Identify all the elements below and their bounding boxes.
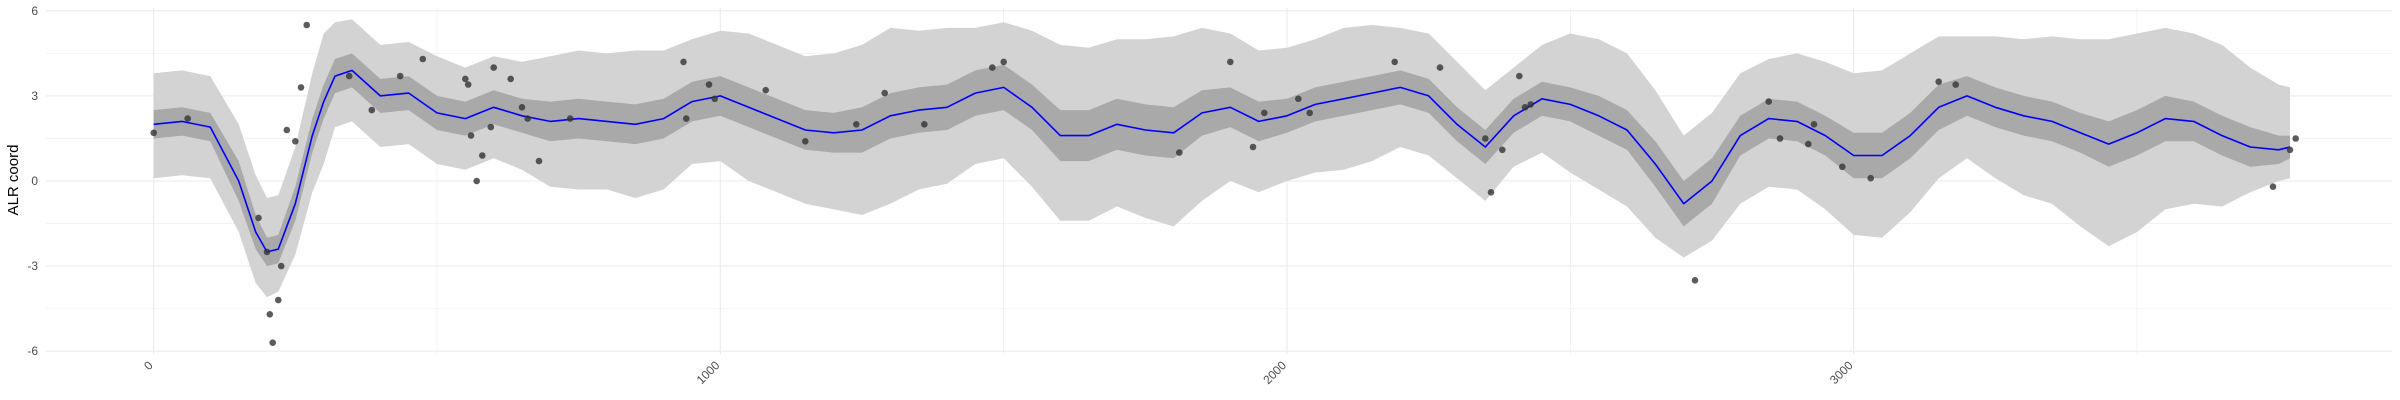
- data-point: [1436, 64, 1444, 71]
- y-tick-label: -6: [27, 344, 38, 358]
- x-tick-label: 1000: [694, 358, 723, 387]
- data-point: [989, 64, 996, 71]
- data-point: [1765, 98, 1772, 105]
- data-point: [1261, 109, 1268, 117]
- data-point: [705, 81, 713, 88]
- data-point: [1952, 81, 1959, 88]
- data-point: [1176, 149, 1183, 156]
- data-point: [255, 214, 262, 222]
- observation-points: [150, 21, 2299, 347]
- y-tick-label: 6: [31, 4, 38, 18]
- data-point: [680, 58, 687, 66]
- data-point: [263, 248, 271, 256]
- data-point: [396, 72, 404, 80]
- data-point: [1295, 95, 1302, 103]
- data-point: [518, 104, 526, 111]
- data-point: [473, 177, 481, 185]
- mean-line-layer: [153, 69, 2291, 253]
- y-axis-title: ALR coord: [5, 145, 22, 216]
- data-point: [266, 311, 274, 318]
- data-point: [1935, 78, 1942, 85]
- data-point: [1000, 58, 1007, 66]
- data-point: [802, 138, 809, 145]
- data-point: [1499, 146, 1506, 154]
- y-tick-label: 0: [31, 174, 38, 188]
- data-point: [292, 138, 299, 145]
- data-point: [853, 121, 860, 128]
- data-point: [1805, 140, 1812, 148]
- data-point: [1839, 163, 1846, 171]
- x-tick-label: 0: [141, 358, 156, 373]
- data-point: [1487, 189, 1495, 196]
- data-point: [1516, 72, 1523, 80]
- confidence-bands: [153, 19, 2291, 298]
- data-point: [479, 152, 486, 159]
- data-point: [1776, 135, 1784, 142]
- data-point: [275, 296, 282, 304]
- data-point: [524, 115, 531, 122]
- data-point: [1521, 104, 1529, 111]
- y-tick-label: 3: [31, 89, 38, 103]
- data-point: [467, 132, 475, 139]
- data-point: [303, 21, 311, 29]
- x-tick-label: 2000: [1260, 358, 1289, 387]
- outer-confidence-band: [153, 19, 2291, 298]
- data-point: [2286, 146, 2294, 154]
- data-point: [762, 86, 769, 94]
- data-point: [368, 106, 376, 114]
- data-point: [711, 95, 718, 103]
- data-point: [1306, 109, 1313, 117]
- data-point: [490, 64, 498, 71]
- inner-confidence-band: [153, 53, 2291, 267]
- data-point: [1810, 121, 1818, 128]
- data-point: [487, 123, 495, 131]
- data-point: [1527, 101, 1534, 108]
- data-point: [566, 115, 574, 122]
- data-point: [535, 157, 543, 165]
- data-point: [283, 126, 291, 134]
- data-point: [683, 115, 690, 122]
- data-point: [277, 262, 285, 270]
- data-point: [464, 81, 472, 88]
- data-point: [881, 89, 888, 97]
- data-point: [507, 75, 514, 83]
- mean-line: [153, 69, 2291, 253]
- data-point: [1227, 58, 1234, 66]
- data-point: [1249, 143, 1257, 151]
- data-point: [921, 121, 928, 128]
- data-point: [1391, 58, 1398, 66]
- data-point: [345, 72, 353, 80]
- data-point: [297, 84, 305, 91]
- data-point: [2292, 135, 2299, 142]
- data-point: [184, 115, 191, 122]
- data-point: [462, 75, 469, 83]
- y-tick-label: -3: [27, 259, 38, 273]
- data-point: [150, 129, 157, 137]
- data-point: [2269, 183, 2277, 190]
- data-point: [1867, 174, 1874, 182]
- data-point: [419, 55, 427, 63]
- data-point: [269, 339, 277, 347]
- data-point: [1482, 135, 1489, 142]
- y-tick-labels: -6 -3 0 3 6: [27, 4, 38, 358]
- x-tick-labels: 0 1000 2000 3000: [141, 358, 1856, 387]
- data-point: [1691, 277, 1699, 284]
- x-tick-label: 3000: [1827, 358, 1856, 387]
